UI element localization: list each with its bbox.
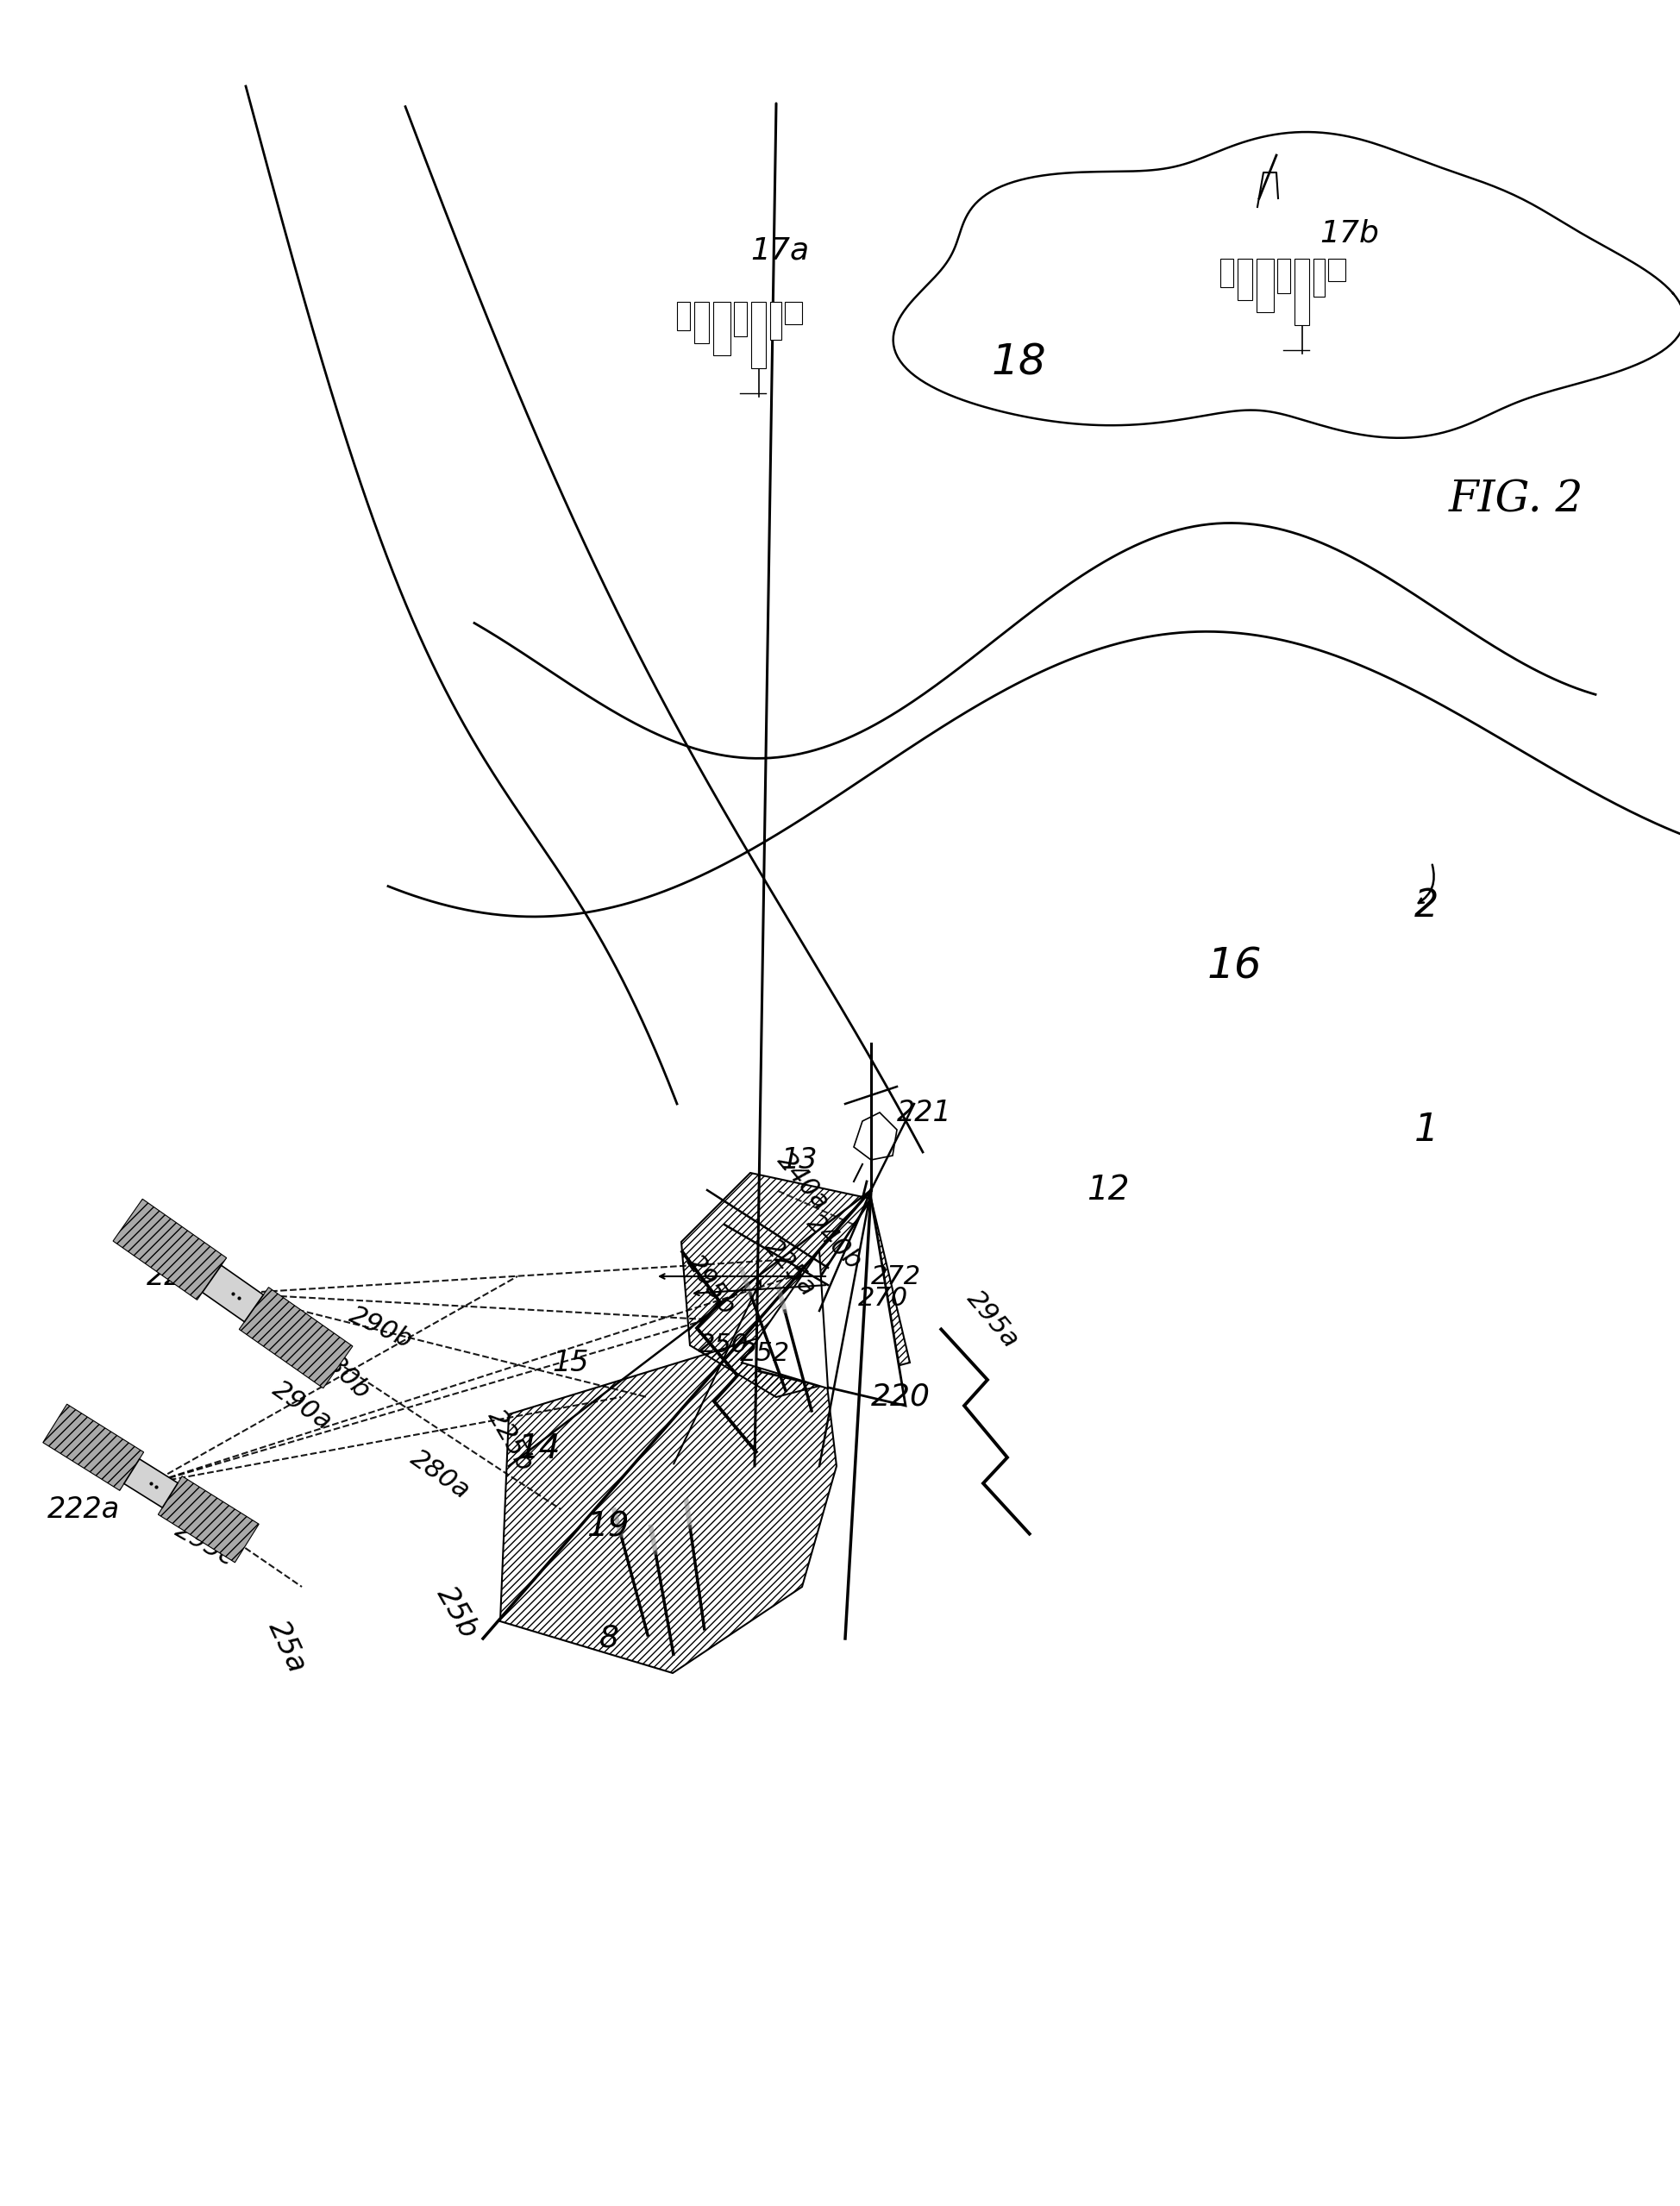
Text: 19: 19 xyxy=(586,1511,628,1542)
Text: 220: 220 xyxy=(870,1383,931,1412)
Text: 222b: 222b xyxy=(146,1262,220,1291)
Text: 15: 15 xyxy=(551,1348,588,1377)
Text: 225a: 225a xyxy=(759,1235,820,1302)
Text: 17a: 17a xyxy=(749,236,808,265)
Text: 25b: 25b xyxy=(432,1582,484,1643)
Text: 250: 250 xyxy=(699,1332,748,1359)
Text: 16: 16 xyxy=(1206,944,1262,986)
Text: 18: 18 xyxy=(991,342,1047,384)
Bar xyxy=(677,302,690,331)
Polygon shape xyxy=(239,1288,353,1388)
Bar xyxy=(712,302,729,355)
Bar xyxy=(1236,258,1252,300)
Polygon shape xyxy=(759,1198,906,1405)
Bar xyxy=(1277,258,1290,293)
Bar xyxy=(1255,258,1273,311)
Bar xyxy=(751,302,766,368)
Text: 295b: 295b xyxy=(680,1251,739,1319)
Text: 240a: 240a xyxy=(771,1147,833,1216)
Text: 25a: 25a xyxy=(262,1617,311,1679)
Polygon shape xyxy=(158,1476,259,1562)
Text: 280b: 280b xyxy=(311,1339,375,1403)
Polygon shape xyxy=(124,1458,178,1507)
Text: 12: 12 xyxy=(1085,1174,1129,1207)
Text: 290a: 290a xyxy=(267,1377,336,1434)
Text: FIG. 2: FIG. 2 xyxy=(1448,479,1583,521)
Text: 270: 270 xyxy=(858,1286,907,1310)
Text: 252: 252 xyxy=(739,1341,790,1366)
Bar xyxy=(734,302,748,335)
Polygon shape xyxy=(853,1112,897,1160)
Text: 221: 221 xyxy=(897,1099,951,1127)
Text: 8: 8 xyxy=(600,1624,618,1652)
Text: 17b: 17b xyxy=(1319,218,1378,247)
Bar xyxy=(1327,258,1346,282)
Text: 13: 13 xyxy=(780,1145,816,1174)
Text: 295c: 295c xyxy=(171,1518,239,1571)
Text: 240b: 240b xyxy=(801,1209,867,1275)
Polygon shape xyxy=(113,1200,227,1299)
Text: 2: 2 xyxy=(1413,887,1438,924)
Text: 290b: 290b xyxy=(344,1302,417,1354)
Polygon shape xyxy=(44,1405,144,1491)
Text: 225b: 225b xyxy=(482,1405,538,1476)
Text: 272: 272 xyxy=(870,1264,921,1288)
Text: 295a: 295a xyxy=(961,1286,1023,1352)
Polygon shape xyxy=(202,1266,264,1321)
Text: 1: 1 xyxy=(1413,1112,1438,1149)
Bar xyxy=(1220,258,1233,287)
Bar xyxy=(694,302,709,344)
Bar xyxy=(1294,258,1309,324)
Bar xyxy=(785,302,801,324)
Polygon shape xyxy=(741,1251,828,1388)
Text: 14: 14 xyxy=(517,1432,559,1465)
Bar xyxy=(769,302,781,340)
Text: 280a: 280a xyxy=(405,1445,474,1504)
Text: 222a: 222a xyxy=(47,1496,119,1524)
Bar xyxy=(1312,258,1324,296)
